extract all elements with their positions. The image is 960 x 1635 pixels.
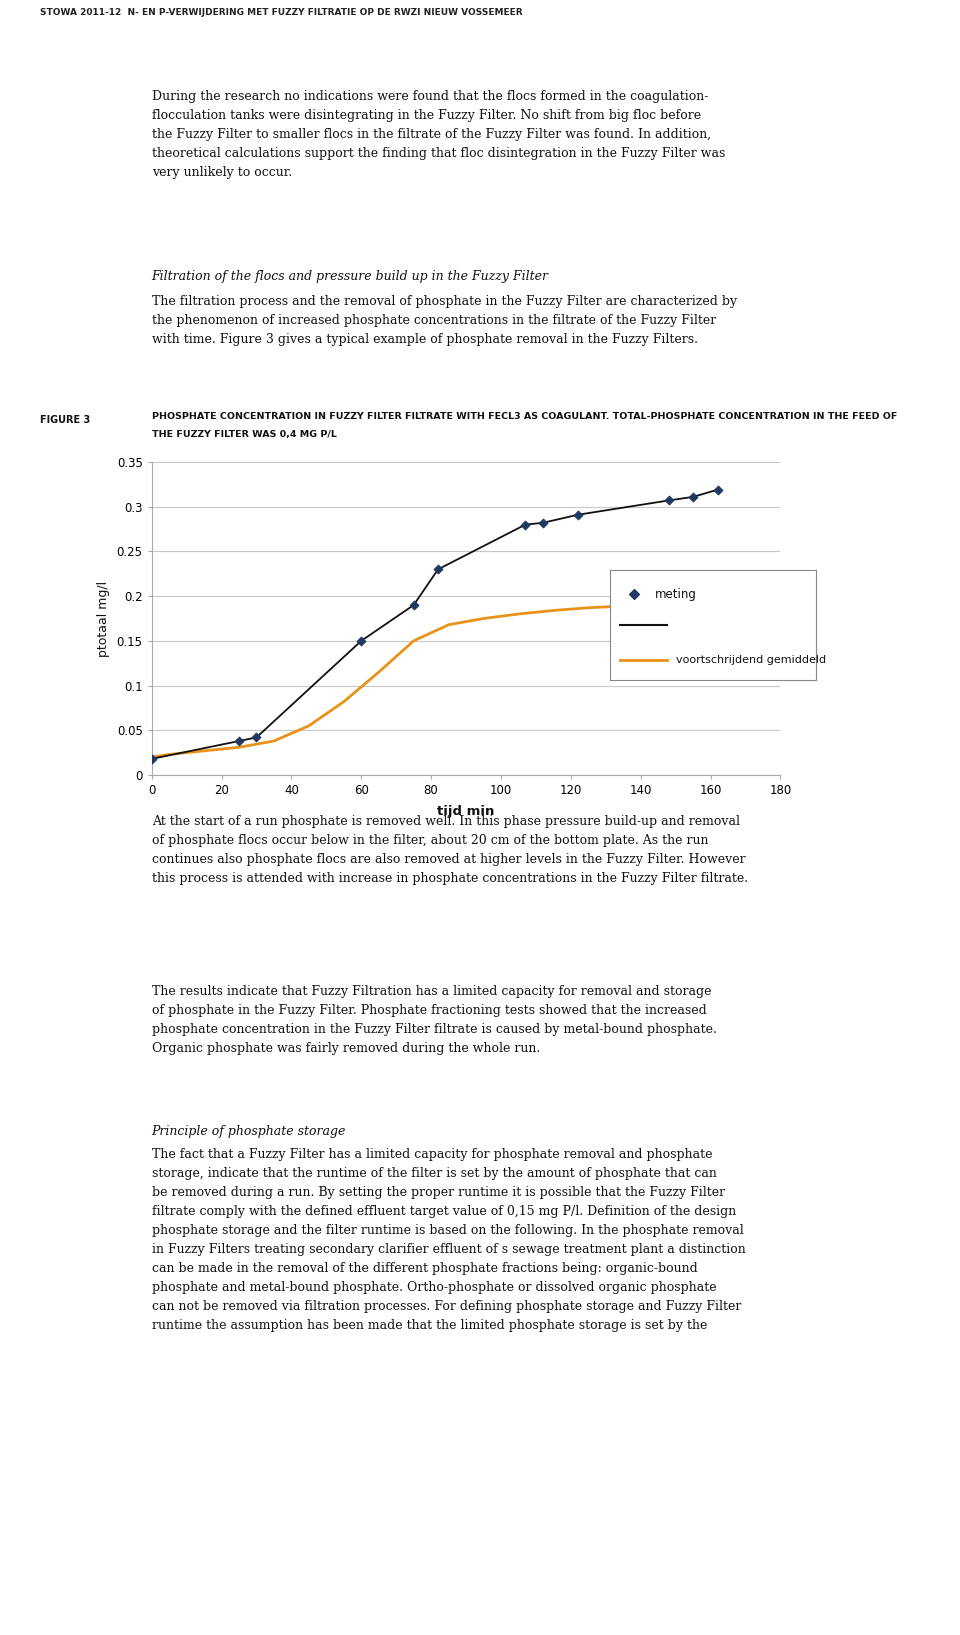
Point: [249, 724, 264, 750]
Point: [536, 510, 551, 536]
Text: The results indicate that Fuzzy Filtration has a limited capacity for removal an: The results indicate that Fuzzy Filtrati…: [152, 984, 716, 1055]
Text: The filtration process and the removal of phosphate in the Fuzzy Filter are char: The filtration process and the removal o…: [152, 294, 737, 347]
Point: [685, 484, 701, 510]
Text: Principle of phosphate storage: Principle of phosphate storage: [152, 1125, 346, 1138]
Text: At the start of a run phosphate is removed well. In this phase pressure build-up: At the start of a run phosphate is remov…: [152, 814, 748, 885]
Point: [144, 746, 159, 772]
Text: STOWA 2011-12  N- EN P-VERWIJDERING MET FUZZY FILTRATIE OP DE RWZI NIEUW VOSSEME: STOWA 2011-12 N- EN P-VERWIJDERING MET F…: [40, 8, 523, 16]
Point: [660, 487, 676, 513]
Text: PHOSPHATE CONCENTRATION IN FUZZY FILTER FILTRATE WITH FECL3 AS COAGULANT. TOTAL-: PHOSPHATE CONCENTRATION IN FUZZY FILTER …: [152, 412, 897, 420]
Point: [353, 628, 369, 654]
Point: [627, 580, 642, 607]
Point: [231, 728, 247, 754]
Text: THE FUZZY FILTER WAS 0,4 MG P/L: THE FUZZY FILTER WAS 0,4 MG P/L: [152, 430, 337, 440]
Text: Filtration of the flocs and pressure build up in the Fuzzy Filter: Filtration of the flocs and pressure bui…: [152, 270, 549, 283]
Point: [709, 477, 725, 504]
Text: The fact that a Fuzzy Filter has a limited capacity for phosphate removal and ph: The fact that a Fuzzy Filter has a limit…: [152, 1148, 745, 1333]
X-axis label: tijd min: tijd min: [438, 806, 494, 819]
Y-axis label: ptotaal mg/l: ptotaal mg/l: [97, 580, 109, 657]
Text: FIGURE 3: FIGURE 3: [40, 415, 90, 425]
Text: meting: meting: [655, 587, 697, 600]
Point: [517, 512, 533, 538]
Point: [570, 502, 586, 528]
Point: [406, 592, 421, 618]
Text: During the research no indications were found that the flocs formed in the coagu: During the research no indications were …: [152, 90, 725, 178]
Point: [430, 556, 445, 582]
Text: voortschrijdend gemiddeld: voortschrijdend gemiddeld: [676, 656, 826, 665]
